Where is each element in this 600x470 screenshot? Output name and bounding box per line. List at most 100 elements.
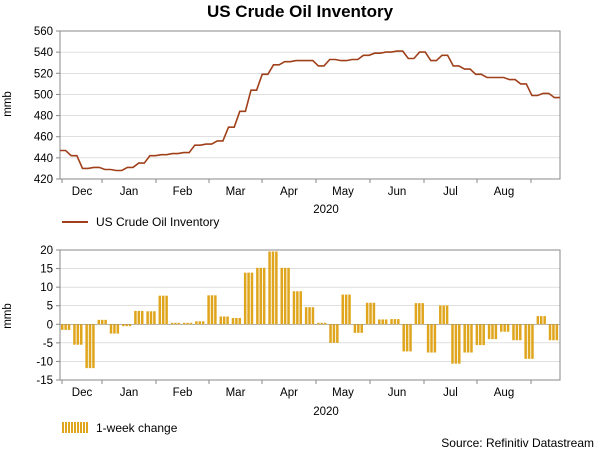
bar-stripe: [384, 319, 388, 325]
week-change-bar: [512, 324, 522, 341]
line-chart-x-tick-label: Dec: [72, 186, 93, 198]
bar-stripe: [292, 291, 296, 325]
bar-chart-bars: [60, 251, 560, 369]
bar-stripe: [158, 295, 162, 325]
bar-stripe: [79, 324, 83, 345]
bar-stripe: [64, 324, 67, 330]
week-change-bar: [170, 322, 181, 325]
line-chart-y-tick-label: 420: [34, 174, 53, 186]
line-chart-x-tick-label: Jun: [388, 186, 407, 198]
bar-stripe: [418, 303, 421, 325]
bar-stripe: [463, 324, 466, 353]
bar-stripe: [308, 307, 311, 325]
week-change-bar: [426, 324, 437, 353]
line-chart-y-ticks: 420 440 460 480 500 520 540 560: [34, 26, 60, 186]
bar-stripe: [250, 272, 254, 325]
bar-stripe: [543, 316, 546, 325]
bar-chart-y-tick-label: 15: [40, 264, 53, 276]
line-chart-gridlines: [60, 51, 560, 159]
bar-stripe: [381, 319, 384, 325]
week-change-bar: [97, 319, 107, 325]
bar-stripe: [426, 324, 430, 353]
bar-stripe: [357, 324, 360, 333]
bar-chart-y-tick-label: 0: [47, 319, 53, 331]
week-change-bar: [500, 324, 510, 332]
bar-stripe: [458, 324, 461, 364]
bar-chart-y-axis-label: mmb: [2, 303, 14, 329]
bar-chart-frame: [59, 249, 561, 381]
line-chart-x-tick-label: Feb: [173, 186, 193, 198]
bar-stripe: [540, 316, 543, 325]
bar-stripe: [552, 324, 555, 341]
bar-stripe: [128, 324, 132, 327]
line-chart-x-tick-label: Apr: [280, 186, 298, 198]
bar-stripe: [170, 322, 174, 325]
source-note: Source: Refinitiv Datastream: [441, 436, 594, 450]
bar-chart-y-tick-label: -15: [36, 375, 53, 387]
bar-stripe: [304, 307, 308, 325]
bar-chart-x-tick-label: Jul: [443, 387, 458, 399]
week-change-bar: [268, 251, 278, 325]
bar-stripe: [116, 324, 120, 334]
week-change-bar: [158, 295, 168, 325]
bar-stripe: [555, 324, 559, 341]
bar-stripe: [397, 319, 400, 325]
bar-stripe: [61, 324, 64, 330]
week-change-bar: [353, 324, 363, 333]
bar-stripe: [512, 324, 515, 341]
week-change-bar: [121, 324, 132, 327]
line-legend-swatch: [62, 221, 88, 223]
bar-stripe: [97, 319, 101, 325]
week-change-bar: [182, 322, 193, 325]
bar-stripe: [271, 251, 275, 325]
bar-stripe: [287, 267, 290, 325]
bar-stripe: [454, 324, 458, 364]
bar-stripe: [527, 324, 531, 359]
bar-stripe: [113, 324, 116, 334]
bar-stripe: [104, 319, 107, 325]
bar-stripe: [210, 295, 214, 325]
bar-stripe: [268, 251, 271, 325]
bar-stripe: [165, 295, 168, 325]
week-change-bar: [317, 322, 327, 325]
bar-stripe: [238, 317, 242, 325]
bar-stripe: [421, 303, 424, 325]
week-change-bar: [475, 324, 485, 346]
line-chart-x-tick-label: Jan: [120, 186, 139, 198]
bar-stripe: [109, 324, 113, 334]
bar-stripe: [299, 291, 302, 325]
bar-stripe: [466, 324, 470, 353]
bar-legend-label: 1-week change: [96, 421, 178, 435]
bar-stripe: [332, 324, 336, 343]
week-change-bar: [487, 324, 498, 340]
bar-chart-x-tick-label: Jan: [120, 387, 139, 399]
bar-stripe: [296, 291, 299, 325]
line-chart-x-tick-label: Jul: [443, 186, 458, 198]
bar-stripe: [320, 322, 323, 325]
bar-stripe: [195, 321, 198, 325]
bar-stripe: [451, 324, 454, 364]
bar-stripe: [506, 324, 510, 332]
week-change-bar: [134, 310, 144, 325]
bar-chart-x-tick-label: Apr: [280, 387, 298, 399]
bar-stripe: [323, 322, 327, 325]
week-change-bar: [402, 324, 412, 352]
week-change-bar: [378, 319, 388, 325]
inventory-line-series: [60, 50, 560, 172]
week-change-bar: [365, 302, 376, 325]
week-change-bar: [243, 272, 254, 325]
line-chart-year-label: 2020: [313, 204, 339, 216]
bar-stripe: [161, 295, 165, 325]
bar-stripe: [348, 294, 351, 325]
line-chart-x-tick-label: Aug: [494, 186, 514, 198]
line-legend-label: US Crude Oil Inventory: [96, 215, 220, 229]
bar-stripe: [430, 324, 433, 353]
line-chart-y-tick-label: 460: [34, 132, 53, 144]
bar-chart-x-tick-label: Aug: [494, 387, 514, 399]
chart-title: US Crude Oil Inventory: [206, 2, 394, 21]
week-change-bar: [451, 324, 461, 364]
bar-stripe: [125, 324, 128, 327]
line-chart-y-tick-label: 480: [34, 111, 53, 123]
bar-stripe: [88, 324, 92, 369]
